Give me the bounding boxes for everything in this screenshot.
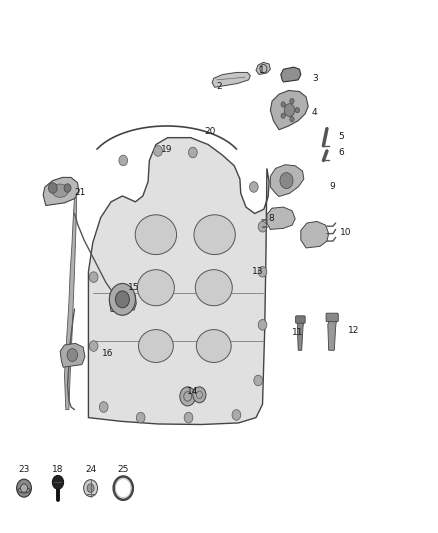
Text: 16: 16 <box>102 350 114 359</box>
Polygon shape <box>256 62 270 75</box>
Text: 4: 4 <box>312 108 318 117</box>
Circle shape <box>290 117 294 122</box>
Polygon shape <box>110 289 136 312</box>
Circle shape <box>84 480 98 497</box>
Circle shape <box>116 291 129 308</box>
Polygon shape <box>270 165 304 197</box>
Text: 18: 18 <box>52 465 64 473</box>
Polygon shape <box>60 343 85 367</box>
Circle shape <box>52 475 64 489</box>
Ellipse shape <box>194 215 235 255</box>
Polygon shape <box>267 207 295 229</box>
Text: 23: 23 <box>18 465 30 473</box>
Text: 14: 14 <box>187 386 198 395</box>
Circle shape <box>254 375 262 386</box>
Circle shape <box>110 284 135 316</box>
Polygon shape <box>43 177 79 206</box>
Circle shape <box>99 402 108 413</box>
Ellipse shape <box>18 488 30 493</box>
Text: 15: 15 <box>128 283 140 292</box>
Circle shape <box>290 99 294 103</box>
Circle shape <box>154 146 162 156</box>
Circle shape <box>64 184 71 192</box>
Polygon shape <box>281 67 301 82</box>
Text: 1: 1 <box>259 66 265 75</box>
Circle shape <box>48 183 57 193</box>
Circle shape <box>180 387 195 406</box>
Text: 2: 2 <box>216 82 222 91</box>
Circle shape <box>295 108 300 113</box>
Circle shape <box>284 104 295 116</box>
Polygon shape <box>297 317 304 350</box>
Text: 8: 8 <box>268 214 274 223</box>
Circle shape <box>258 266 267 277</box>
Circle shape <box>89 341 98 351</box>
FancyBboxPatch shape <box>326 313 338 321</box>
Circle shape <box>136 413 145 423</box>
FancyBboxPatch shape <box>296 316 305 323</box>
Ellipse shape <box>196 329 231 362</box>
Text: 5: 5 <box>338 132 344 141</box>
Text: 19: 19 <box>161 146 173 155</box>
Circle shape <box>258 319 267 330</box>
Text: 24: 24 <box>85 465 96 473</box>
Circle shape <box>250 182 258 192</box>
Polygon shape <box>270 91 308 130</box>
Circle shape <box>67 349 78 361</box>
Circle shape <box>119 155 127 166</box>
Polygon shape <box>88 138 269 424</box>
Circle shape <box>280 173 293 189</box>
Circle shape <box>21 484 28 492</box>
Ellipse shape <box>135 215 177 255</box>
Ellipse shape <box>138 270 174 306</box>
Circle shape <box>281 113 285 118</box>
Circle shape <box>89 272 98 282</box>
Text: 11: 11 <box>292 328 303 337</box>
Circle shape <box>188 147 197 158</box>
Circle shape <box>232 410 241 420</box>
Text: 3: 3 <box>312 74 318 83</box>
Text: 21: 21 <box>74 188 85 197</box>
Circle shape <box>17 479 32 497</box>
Circle shape <box>184 413 193 423</box>
Polygon shape <box>64 198 77 410</box>
Ellipse shape <box>52 184 68 197</box>
Circle shape <box>258 221 267 232</box>
Circle shape <box>87 484 94 492</box>
Text: 6: 6 <box>338 148 344 157</box>
Text: 10: 10 <box>339 228 351 237</box>
Ellipse shape <box>195 270 232 306</box>
Polygon shape <box>328 316 336 350</box>
Polygon shape <box>301 221 328 248</box>
Text: 13: 13 <box>252 268 264 276</box>
Text: 9: 9 <box>329 182 335 191</box>
Text: 12: 12 <box>348 326 360 335</box>
Circle shape <box>281 102 285 107</box>
Text: 25: 25 <box>117 465 129 473</box>
Circle shape <box>193 387 206 403</box>
Text: 20: 20 <box>205 127 216 136</box>
Ellipse shape <box>138 329 173 362</box>
Polygon shape <box>212 72 251 87</box>
